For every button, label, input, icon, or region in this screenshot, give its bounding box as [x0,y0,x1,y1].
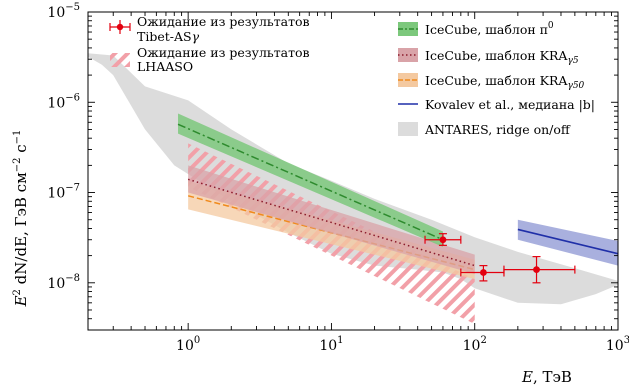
plot-frame [87,11,619,331]
tibet-marker [533,266,540,274]
y-tick-label: 10−7 [47,183,80,202]
legend-kovalev-label: Kovalev et al., медиана |b| [425,97,595,112]
legend-left: Ожидание из результатов Tibet-ASγ Ожидан… [109,14,310,74]
x-tick-label: 100 [176,335,200,354]
legend-lhaaso-label-2: LHAASO [137,59,193,74]
tibet-point-3 [503,256,576,284]
legend-tibet-label: Ожидание из результатов [137,14,310,29]
tibet-point-2 [460,265,505,282]
legend-kra5-swatch [398,48,418,62]
legend-kra50-swatch [398,73,418,87]
legend-kra50-label: IceCube, шаблон KRAγ50 [425,73,585,91]
legend-kra5-label: IceCube, шаблон KRAγ5 [425,48,579,66]
kovalev-band [517,219,618,266]
legend-pi0-label: IceCube, шаблон π0 [425,21,554,37]
legend-tibet-marker [116,23,124,31]
legend-antares-fill [398,122,418,136]
legend-pi0-fill [398,22,418,36]
kra5-band [188,165,475,275]
kovalev-median-line [517,228,618,255]
legend-antares-label: ANTARES, ridge on/off [424,122,571,137]
legend-kra5-fill [398,48,418,62]
x-tick-label: 103 [606,335,629,354]
legend-pi0-swatch [398,22,418,36]
y-axis-label: E2 dN/dE, ГэВ см−2 с−1 [12,130,30,308]
legend-lhaaso-label: Ожидание из результатов [137,45,310,60]
pi0-median-line [177,123,444,241]
kra5-median-line [187,178,475,267]
legend-tibet-label-2: Tibet-ASγ [137,29,200,44]
y-tick-label: 10−8 [47,273,80,292]
legend-right: IceCube, шаблон π0 IceCube, шаблон KRAγ5… [398,21,595,137]
legend-antares-swatch [398,122,418,136]
x-axis-label: E, ТэВ [521,368,572,386]
plot-area [88,53,618,324]
antares-band [88,53,618,305]
x-tick-label: 102 [463,335,487,354]
tibet-marker [480,269,487,276]
y-tick-label: 10−6 [47,92,80,111]
tibet-marker [439,236,447,244]
y-tick-label: 10−5 [47,2,80,21]
axis-ticks: 100 101 102 103 10−8 10−7 10−6 10−5 [47,2,629,354]
x-tick-label: 101 [319,335,343,354]
legend-tibet-symbol [109,20,131,34]
tibet-point-1 [424,233,462,246]
pi0-band [178,113,443,247]
legend-lhaaso-swatch [110,53,130,67]
